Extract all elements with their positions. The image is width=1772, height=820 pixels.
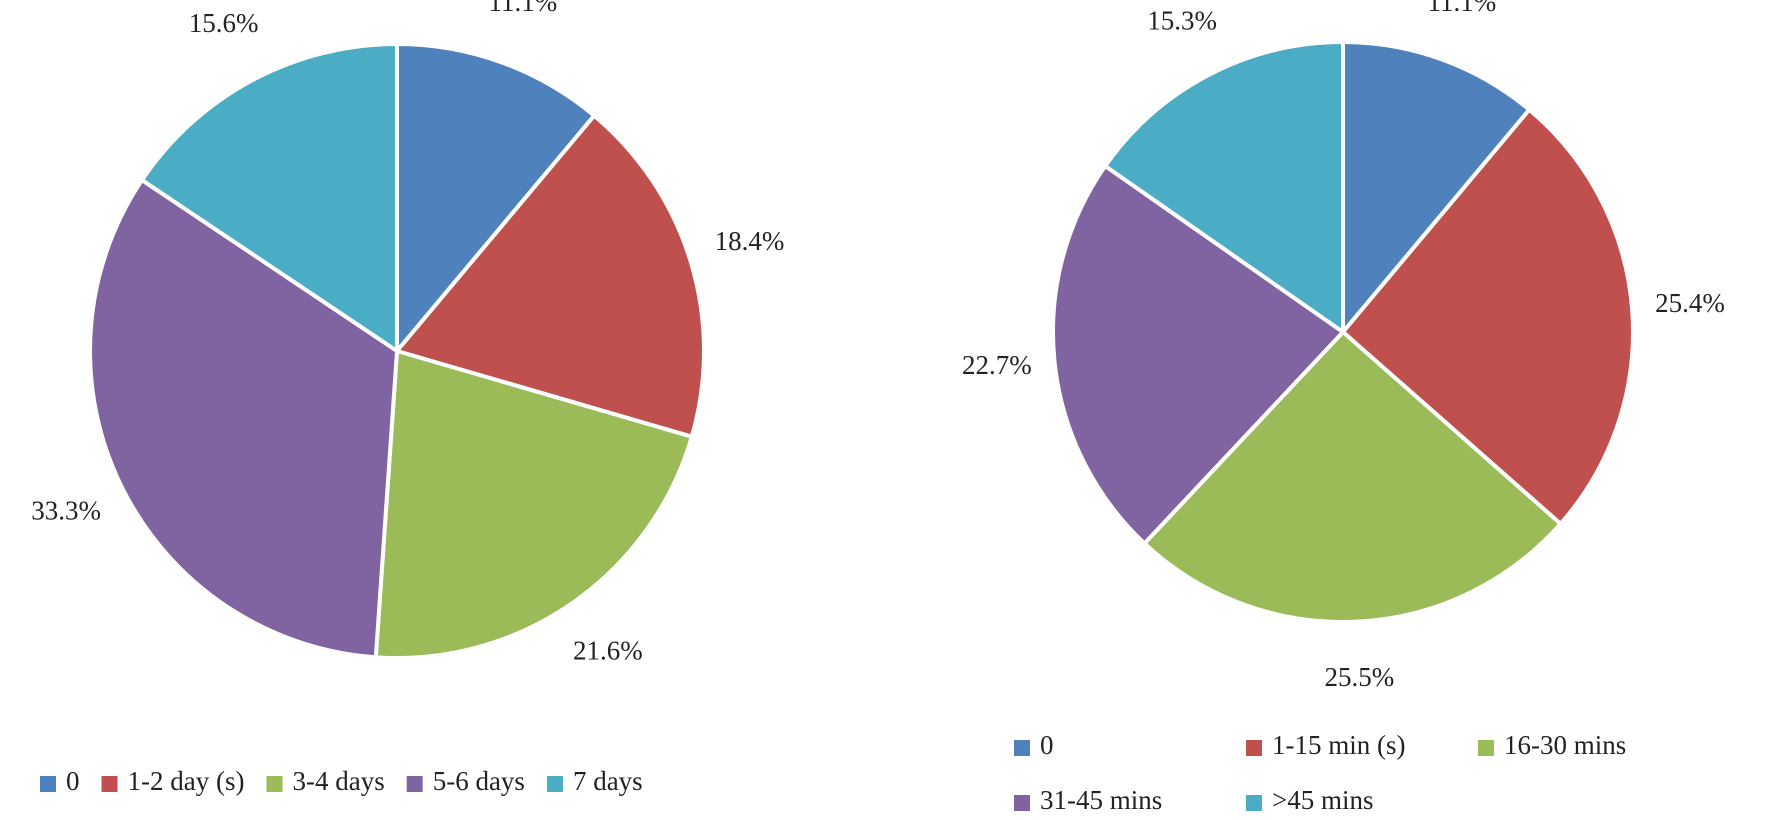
legend-label: 31-45 mins bbox=[1040, 785, 1162, 815]
legend-label: >45 mins bbox=[1272, 785, 1374, 815]
data-label: 25.5% bbox=[1325, 662, 1395, 692]
data-label: 15.6% bbox=[189, 8, 259, 38]
data-label: 11.1% bbox=[1428, 0, 1497, 17]
legend-label: 1-15 min (s) bbox=[1272, 730, 1405, 760]
data-label: 11.1% bbox=[489, 0, 558, 17]
legend-swatch bbox=[40, 776, 56, 792]
legend-label: 0 bbox=[66, 766, 80, 796]
legend-label: 16-30 mins bbox=[1504, 730, 1626, 760]
pie-slice bbox=[1102, 39, 1345, 336]
data-label: 21.6% bbox=[573, 635, 643, 665]
legend-label: 3-4 days bbox=[292, 766, 384, 796]
data-label: 33.3% bbox=[31, 495, 101, 525]
pie-slice bbox=[373, 348, 695, 660]
legend-swatch bbox=[1014, 740, 1030, 756]
legend-swatch bbox=[101, 776, 118, 792]
legend-label: 0 bbox=[1040, 730, 1054, 760]
pie-slice bbox=[1341, 39, 1533, 338]
legend-swatch bbox=[546, 776, 563, 792]
data-label: 22.7% bbox=[962, 350, 1032, 380]
pie-slice bbox=[395, 41, 597, 357]
legend-label: 7 days bbox=[573, 766, 643, 796]
legend-swatch bbox=[266, 776, 283, 792]
pie-slice bbox=[1340, 106, 1635, 527]
pie-slice bbox=[1141, 329, 1564, 624]
pie-slice bbox=[88, 177, 400, 660]
legend-swatch bbox=[1246, 740, 1262, 756]
legend-swatch bbox=[1014, 795, 1030, 811]
legend-label: 5-6 days bbox=[433, 766, 525, 796]
legend-swatch bbox=[1478, 740, 1494, 756]
pie-slice bbox=[393, 112, 706, 440]
legend-swatch bbox=[1246, 795, 1262, 811]
legend-swatch bbox=[406, 776, 423, 792]
pie-slice bbox=[139, 41, 399, 355]
pie-slice bbox=[1051, 163, 1347, 547]
data-label: 25.4% bbox=[1655, 288, 1725, 318]
data-label: 15.3% bbox=[1147, 6, 1217, 36]
data-label: 18.4% bbox=[715, 226, 785, 256]
legend-label: 1-2 day (s) bbox=[128, 766, 245, 796]
